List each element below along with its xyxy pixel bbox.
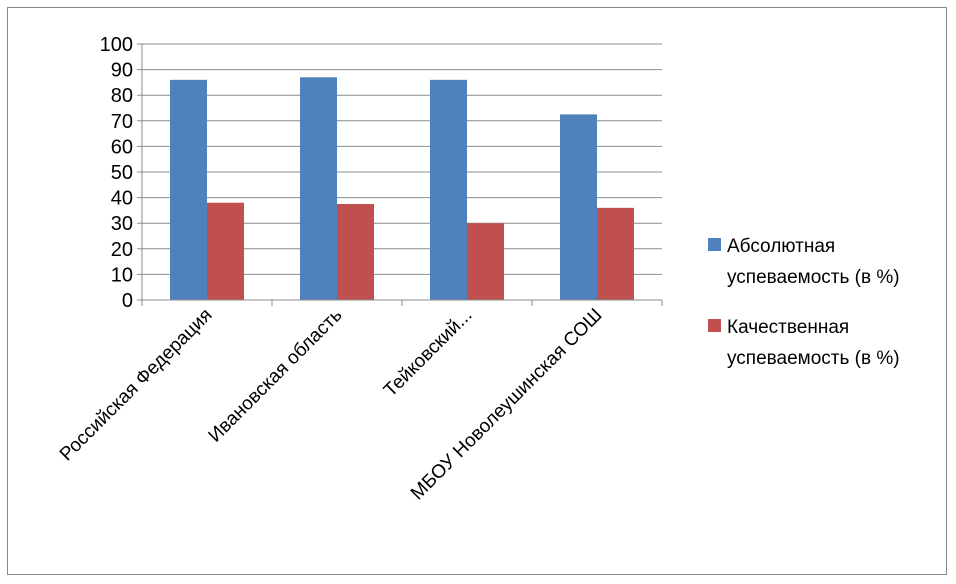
y-tick-label: 40: [111, 188, 133, 210]
bar-absolute-0: [170, 79, 207, 300]
legend-label-1-line-0: Качественная: [727, 317, 849, 338]
y-tick-label: 100: [100, 34, 133, 56]
y-tick-label: 70: [111, 111, 133, 133]
y-tick-label: 50: [111, 162, 133, 184]
legend-swatch-0: [708, 238, 721, 251]
y-tick-label: 20: [111, 239, 133, 261]
bar-absolute-3: [560, 114, 597, 301]
y-tick-label: 90: [111, 60, 133, 82]
bar-absolute-1: [300, 77, 337, 300]
bar-quality-2: [467, 223, 504, 300]
y-tick-label: 0: [122, 290, 133, 312]
y-tick-label: 80: [111, 85, 133, 107]
x-category-label: Российская Федерация: [56, 305, 217, 466]
y-tick-label: 60: [111, 136, 133, 158]
legend-label-0-line-0: Абсолютная: [727, 236, 835, 257]
legend-label-1-line-1: успеваемость (в %): [727, 348, 900, 369]
bar-quality-1: [337, 204, 374, 300]
y-axis-ticks: 0 10 20 30 40 50 60 70 80 90 100: [100, 34, 142, 312]
bar-quality-3: [597, 207, 634, 300]
x-category-label: Ивановская область: [205, 305, 347, 447]
legend-label-0-line-1: успеваемость (в %): [727, 267, 900, 288]
bar-quality-0: [207, 202, 244, 300]
x-category-label: Тейковский...: [380, 305, 477, 402]
bars: [170, 77, 634, 301]
y-tick-label: 10: [111, 264, 133, 286]
y-tick-label: 30: [111, 213, 133, 235]
legend-swatch-1: [708, 319, 721, 332]
bar-absolute-2: [430, 79, 467, 300]
legend: Абсолютная успеваемость (в %) Качественная…: [708, 236, 900, 369]
